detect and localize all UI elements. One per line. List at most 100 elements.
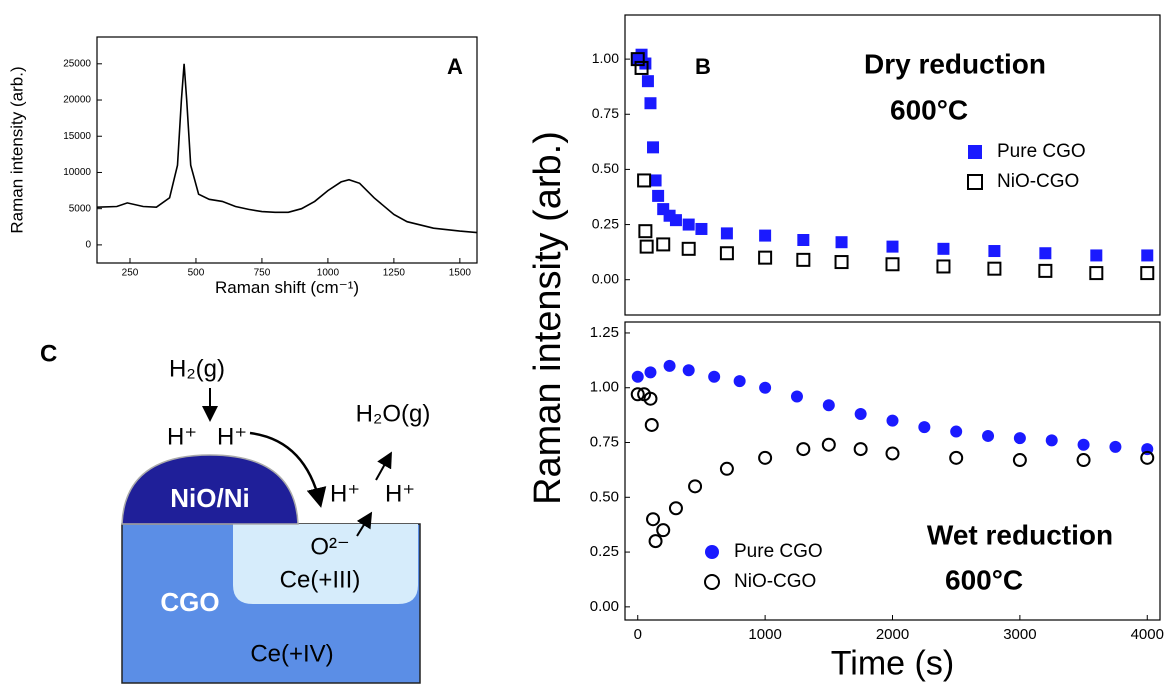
marker [796,252,811,267]
y-tick-label: 0 [85,240,91,251]
y-tick-label: 5000 [69,203,92,214]
marker [886,240,899,253]
marker [708,370,721,383]
marker [1077,438,1090,451]
y-tick-label: 0.50 [590,488,619,505]
y-tick-label: 0.75 [590,433,619,450]
y-tick-label: 0.25 [590,543,619,560]
marker [758,450,773,465]
y-tick-label: 1.25 [590,324,619,341]
annotation: Wet reduction [927,519,1113,550]
legend-marker [705,545,719,559]
legend-label: Pure CGO [997,141,1086,162]
marker [949,450,964,465]
marker [1012,453,1027,468]
marker [918,421,931,434]
legend-marker [968,145,982,159]
x-tick-label: 0 [634,626,642,643]
legend-label: NiO-CGO [997,171,1079,192]
marker [1013,432,1026,445]
y-tick-label: 20000 [63,95,91,106]
marker [1109,440,1122,453]
marker [647,141,660,154]
marker [688,479,703,494]
marker [822,399,835,412]
y-tick-label: 1.00 [592,50,619,66]
legend-marker [967,174,983,190]
marker [648,534,663,549]
marker [630,52,645,67]
substrate-label: CGO [160,587,219,617]
marker [835,236,848,249]
y-tick-label: 25000 [63,58,91,69]
marker [790,390,803,403]
panel-label: C [40,340,57,367]
marker [644,366,657,379]
marker [695,222,708,235]
marker [885,257,900,272]
plot-frame [96,36,478,264]
x-tick-label: 1000 [748,626,781,643]
gas-in: H₂(g) [169,355,225,382]
marker [1076,453,1091,468]
diagram: C H₂(g) H⁺ H⁺ H₂O(g) H⁺ H⁺ O²⁻ Ce(+III) … [40,340,431,684]
marker [682,364,695,377]
arrow [249,431,327,508]
marker [630,387,645,402]
x-tick-label: 3000 [1003,626,1036,643]
plot-frame [624,321,1161,621]
bulk-label: Ce(+IV) [250,640,333,667]
legend-label: Pure CGO [734,541,823,562]
x-tick-label: 4000 [1131,626,1164,643]
marker [937,242,950,255]
x-tick-label: 750 [254,268,271,279]
y-tick-label: 0.25 [592,215,619,231]
particle-label: NiO/Ni [170,483,249,513]
annotation: 600°C [890,94,968,125]
marker [885,446,900,461]
y-axis-label: Raman intensity (arb.) [7,66,26,233]
marker [656,237,671,252]
marker [681,241,696,256]
annotation: Dry reduction [864,48,1046,79]
marker [639,57,652,70]
marker [797,234,810,246]
marker [641,75,654,88]
panel-label: A [447,54,463,79]
marker [719,461,734,476]
marker [987,261,1002,276]
plot-frame [624,14,1161,316]
marker [643,391,658,406]
x-tick-label: 1500 [449,268,472,279]
marker [988,245,1001,258]
marker [1039,247,1052,260]
marker [982,429,995,442]
marker [637,173,652,188]
proton: H⁺ [330,480,360,507]
marker [663,359,676,372]
spectrum-line [96,63,478,234]
y-tick-label: 15000 [63,131,91,142]
x-tick-label: 500 [188,268,205,279]
x-tick-label: 250 [122,268,139,279]
proton: H⁺ [385,480,415,507]
marker [1045,434,1058,447]
marker [682,218,695,231]
marker [669,214,682,227]
marker [821,437,836,452]
marker [1140,450,1155,465]
marker [796,442,811,457]
marker [886,414,899,427]
x-tick-label: 1250 [383,268,406,279]
marker [1038,263,1053,278]
gas-out: H₂O(g) [356,400,431,427]
marker [733,375,746,388]
marker [631,370,644,383]
marker [634,60,649,75]
y-tick-label: 1.00 [590,379,619,396]
marker [1089,266,1104,281]
marker [646,512,661,527]
y-tick-label: 0.75 [592,105,619,121]
